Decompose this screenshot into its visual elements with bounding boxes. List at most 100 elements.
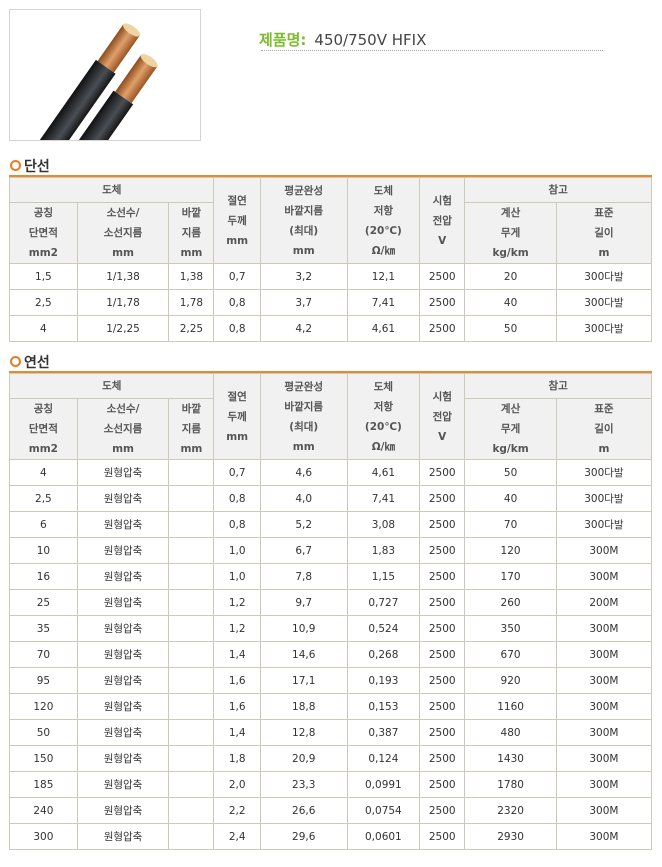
table-row: 300 원형압축 2,4 29,6 0,0601 2500 2930 300M	[9, 823, 653, 850]
circle-bullet-icon	[10, 356, 21, 367]
header-line: 무게	[500, 423, 521, 435]
section-title: 연선	[24, 354, 50, 371]
cell-test-voltage: 2500	[419, 745, 466, 772]
cell-nominal-area: 35	[9, 615, 78, 642]
cell-standard-length: 300다발	[555, 315, 653, 342]
header-line: 바깥	[181, 403, 202, 415]
cell-standard-length: 300다발	[555, 485, 653, 512]
cell-weight: 2320	[464, 797, 557, 824]
cell-strands: 원형압축	[76, 745, 170, 772]
header-line: mm2	[28, 443, 58, 455]
cell-outer-diameter	[168, 615, 215, 642]
header-insulation: 절연 두께 mm	[213, 373, 261, 460]
table-row: 50 원형압축 1,4 12,8 0,387 2500 480 300M	[9, 719, 653, 746]
section-heading: 단선	[9, 157, 652, 175]
header-line: kg/km	[492, 247, 529, 259]
header-line: mm	[180, 247, 203, 259]
header-line: 길이	[594, 423, 614, 435]
cell-avg-outer-diameter: 14,6	[259, 641, 348, 668]
cell-resistance: 0,387	[346, 719, 421, 746]
cell-avg-outer-diameter: 17,1	[259, 667, 348, 694]
cell-resistance: 0,0601	[346, 823, 421, 850]
cell-nominal-area: 25	[9, 589, 78, 616]
spec-table: 도체 절연 두께 mm 평균완성 바깥지름 (최대) mm 도체 저항 (20℃) Ω/㎞ 시험 전압 V 참…	[8, 373, 653, 850]
header-line: 바깥지름	[284, 400, 324, 413]
cell-resistance: 0,193	[346, 667, 421, 694]
cell-nominal-area: 6	[9, 511, 78, 538]
cell-outer-diameter	[168, 641, 215, 668]
cell-weight: 1430	[464, 745, 557, 772]
header-nominal: 공칭 단면적 mm2	[9, 398, 78, 460]
cell-weight: 1160	[464, 693, 557, 720]
header-line: mm	[226, 234, 249, 247]
cell-avg-outer-diameter: 26,6	[259, 797, 348, 824]
header-resistance: 도체 저항 (20℃) Ω/㎞	[346, 177, 421, 264]
header-length: 표준 길이 m	[555, 202, 653, 264]
cell-weight: 920	[464, 667, 557, 694]
header-line: 단면적	[28, 227, 58, 239]
header-weight: 계산 무게 kg/km	[464, 202, 557, 264]
cell-weight: 480	[464, 719, 557, 746]
cell-outer-diameter: 1,38	[168, 263, 215, 290]
header-line: (20℃)	[364, 420, 402, 433]
header-line: 전압	[432, 214, 452, 227]
cell-test-voltage: 2500	[419, 485, 466, 512]
cell-resistance: 7,41	[346, 289, 421, 316]
cell-test-voltage: 2500	[419, 563, 466, 590]
cell-nominal-area: 50	[9, 719, 78, 746]
cell-weight: 70	[464, 511, 557, 538]
header-conductor: 도체	[8, 177, 215, 203]
header-line: 시험	[432, 194, 452, 207]
cell-strands: 원형압축	[76, 459, 170, 486]
cell-strands: 원형압축	[76, 615, 170, 642]
header-line: 절연	[227, 194, 247, 207]
header-line: 소선지름	[103, 423, 143, 435]
header-conductor: 도체	[8, 373, 215, 399]
cell-insulation-thickness: 2,4	[213, 823, 261, 850]
cell-test-voltage: 2500	[419, 797, 466, 824]
cell-strands: 원형압축	[76, 797, 170, 824]
cell-outer-diameter	[168, 511, 215, 538]
cell-standard-length: 300M	[555, 823, 653, 850]
header-line: 길이	[594, 227, 614, 239]
header-outer: 바깥 지름 mm	[168, 398, 215, 460]
cell-outer-diameter	[168, 563, 215, 590]
cell-test-voltage: 2500	[419, 771, 466, 798]
cell-nominal-area: 2,5	[9, 289, 78, 316]
cell-avg-outer-diameter: 9,7	[259, 589, 348, 616]
cell-outer-diameter	[168, 719, 215, 746]
cell-strands: 원형압축	[76, 485, 170, 512]
table-row: 1,5 1/1,38 1,38 0,7 3,2 12,1 2500 20 300다발	[9, 263, 653, 290]
cell-avg-outer-diameter: 7,8	[259, 563, 348, 590]
table-row: 185 원형압축 2,0 23,3 0,0991 2500 1780 300M	[9, 771, 653, 798]
cell-standard-length: 300다발	[555, 289, 653, 316]
cell-insulation-thickness: 1,2	[213, 589, 261, 616]
cell-insulation-thickness: 1,4	[213, 641, 261, 668]
product-label: 제품명:	[259, 31, 307, 49]
section-divider	[9, 175, 652, 177]
cell-strands: 원형압축	[76, 771, 170, 798]
table-row: 10 원형압축 1,0 6,7 1,83 2500 120 300M	[9, 537, 653, 564]
cell-insulation-thickness: 1,2	[213, 615, 261, 642]
cell-nominal-area: 16	[9, 563, 78, 590]
cell-resistance: 0,727	[346, 589, 421, 616]
header-reference: 참고	[464, 373, 652, 399]
header-test-voltage: 시험 전압 V	[419, 373, 466, 460]
header-row-sub: 공칭 단면적 mm2 소선수/소선지름 mm 바깥 지름 mm 계산 무게 kg/km 표준 길이 m	[9, 202, 653, 264]
cell-nominal-area: 1,5	[9, 263, 78, 290]
header-line: 저항	[373, 400, 394, 413]
cell-weight: 120	[464, 537, 557, 564]
cell-outer-diameter: 1,78	[168, 289, 215, 316]
cell-insulation-thickness: 2,2	[213, 797, 261, 824]
section-stranded-wire: 연선 도체 절연 두께 mm 평균완성 바깥지름 (최대) mm 도체 저항 (20℃) Ω/㎞ 시험 전압…	[8, 353, 653, 850]
header-line: 바깥	[181, 207, 202, 219]
header-line: m	[598, 247, 610, 259]
header-resistance: 도체 저항 (20℃) Ω/㎞	[346, 373, 421, 460]
header-avg-outer: 평균완성 바깥지름 (최대) mm	[259, 373, 348, 460]
header-line: 공칭	[33, 403, 54, 415]
cell-outer-diameter	[168, 537, 215, 564]
section-heading: 연선	[9, 353, 652, 371]
cell-avg-outer-diameter: 12,8	[259, 719, 348, 746]
cell-standard-length: 300M	[555, 797, 653, 824]
section-solid-wire: 단선 도체 절연 두께 mm 평균완성 바깥지름 (최대) mm 도체 저항 (20℃) Ω/㎞ 시험 전압…	[8, 157, 653, 342]
